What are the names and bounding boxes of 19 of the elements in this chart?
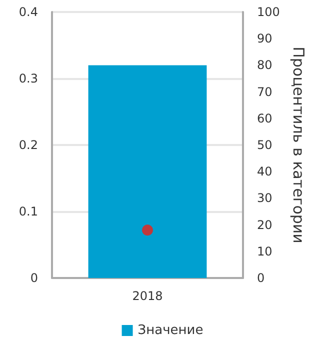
y-tick-label: 0	[30, 271, 38, 285]
y2-tick-label: 70	[257, 84, 272, 99]
y-tick-label: 0.1	[18, 204, 38, 218]
y2-tick-label: 50	[257, 138, 272, 152]
y2-tick-label: 90	[257, 32, 272, 46]
y2-tick-label: 40	[257, 164, 272, 179]
y2-tick-label: 80	[257, 58, 272, 72]
y2-tick-label: 0	[257, 271, 265, 285]
y-tick-label: 0.2	[18, 138, 38, 152]
y2-tick-label: 30	[257, 191, 272, 206]
x-tick-label: 2018	[132, 289, 163, 303]
y2-tick-label: 100	[257, 5, 280, 19]
legend-label: Значение	[138, 323, 204, 338]
y2-tick-label: 60	[257, 111, 272, 126]
y2-tick-label: 10	[257, 244, 272, 258]
y-tick-label: 0.3	[18, 72, 38, 86]
y2-axis-title: Процентиль в категории	[289, 46, 308, 244]
y-tick-label: 0.4	[18, 5, 38, 19]
y2-tick-label: 20	[257, 218, 272, 232]
